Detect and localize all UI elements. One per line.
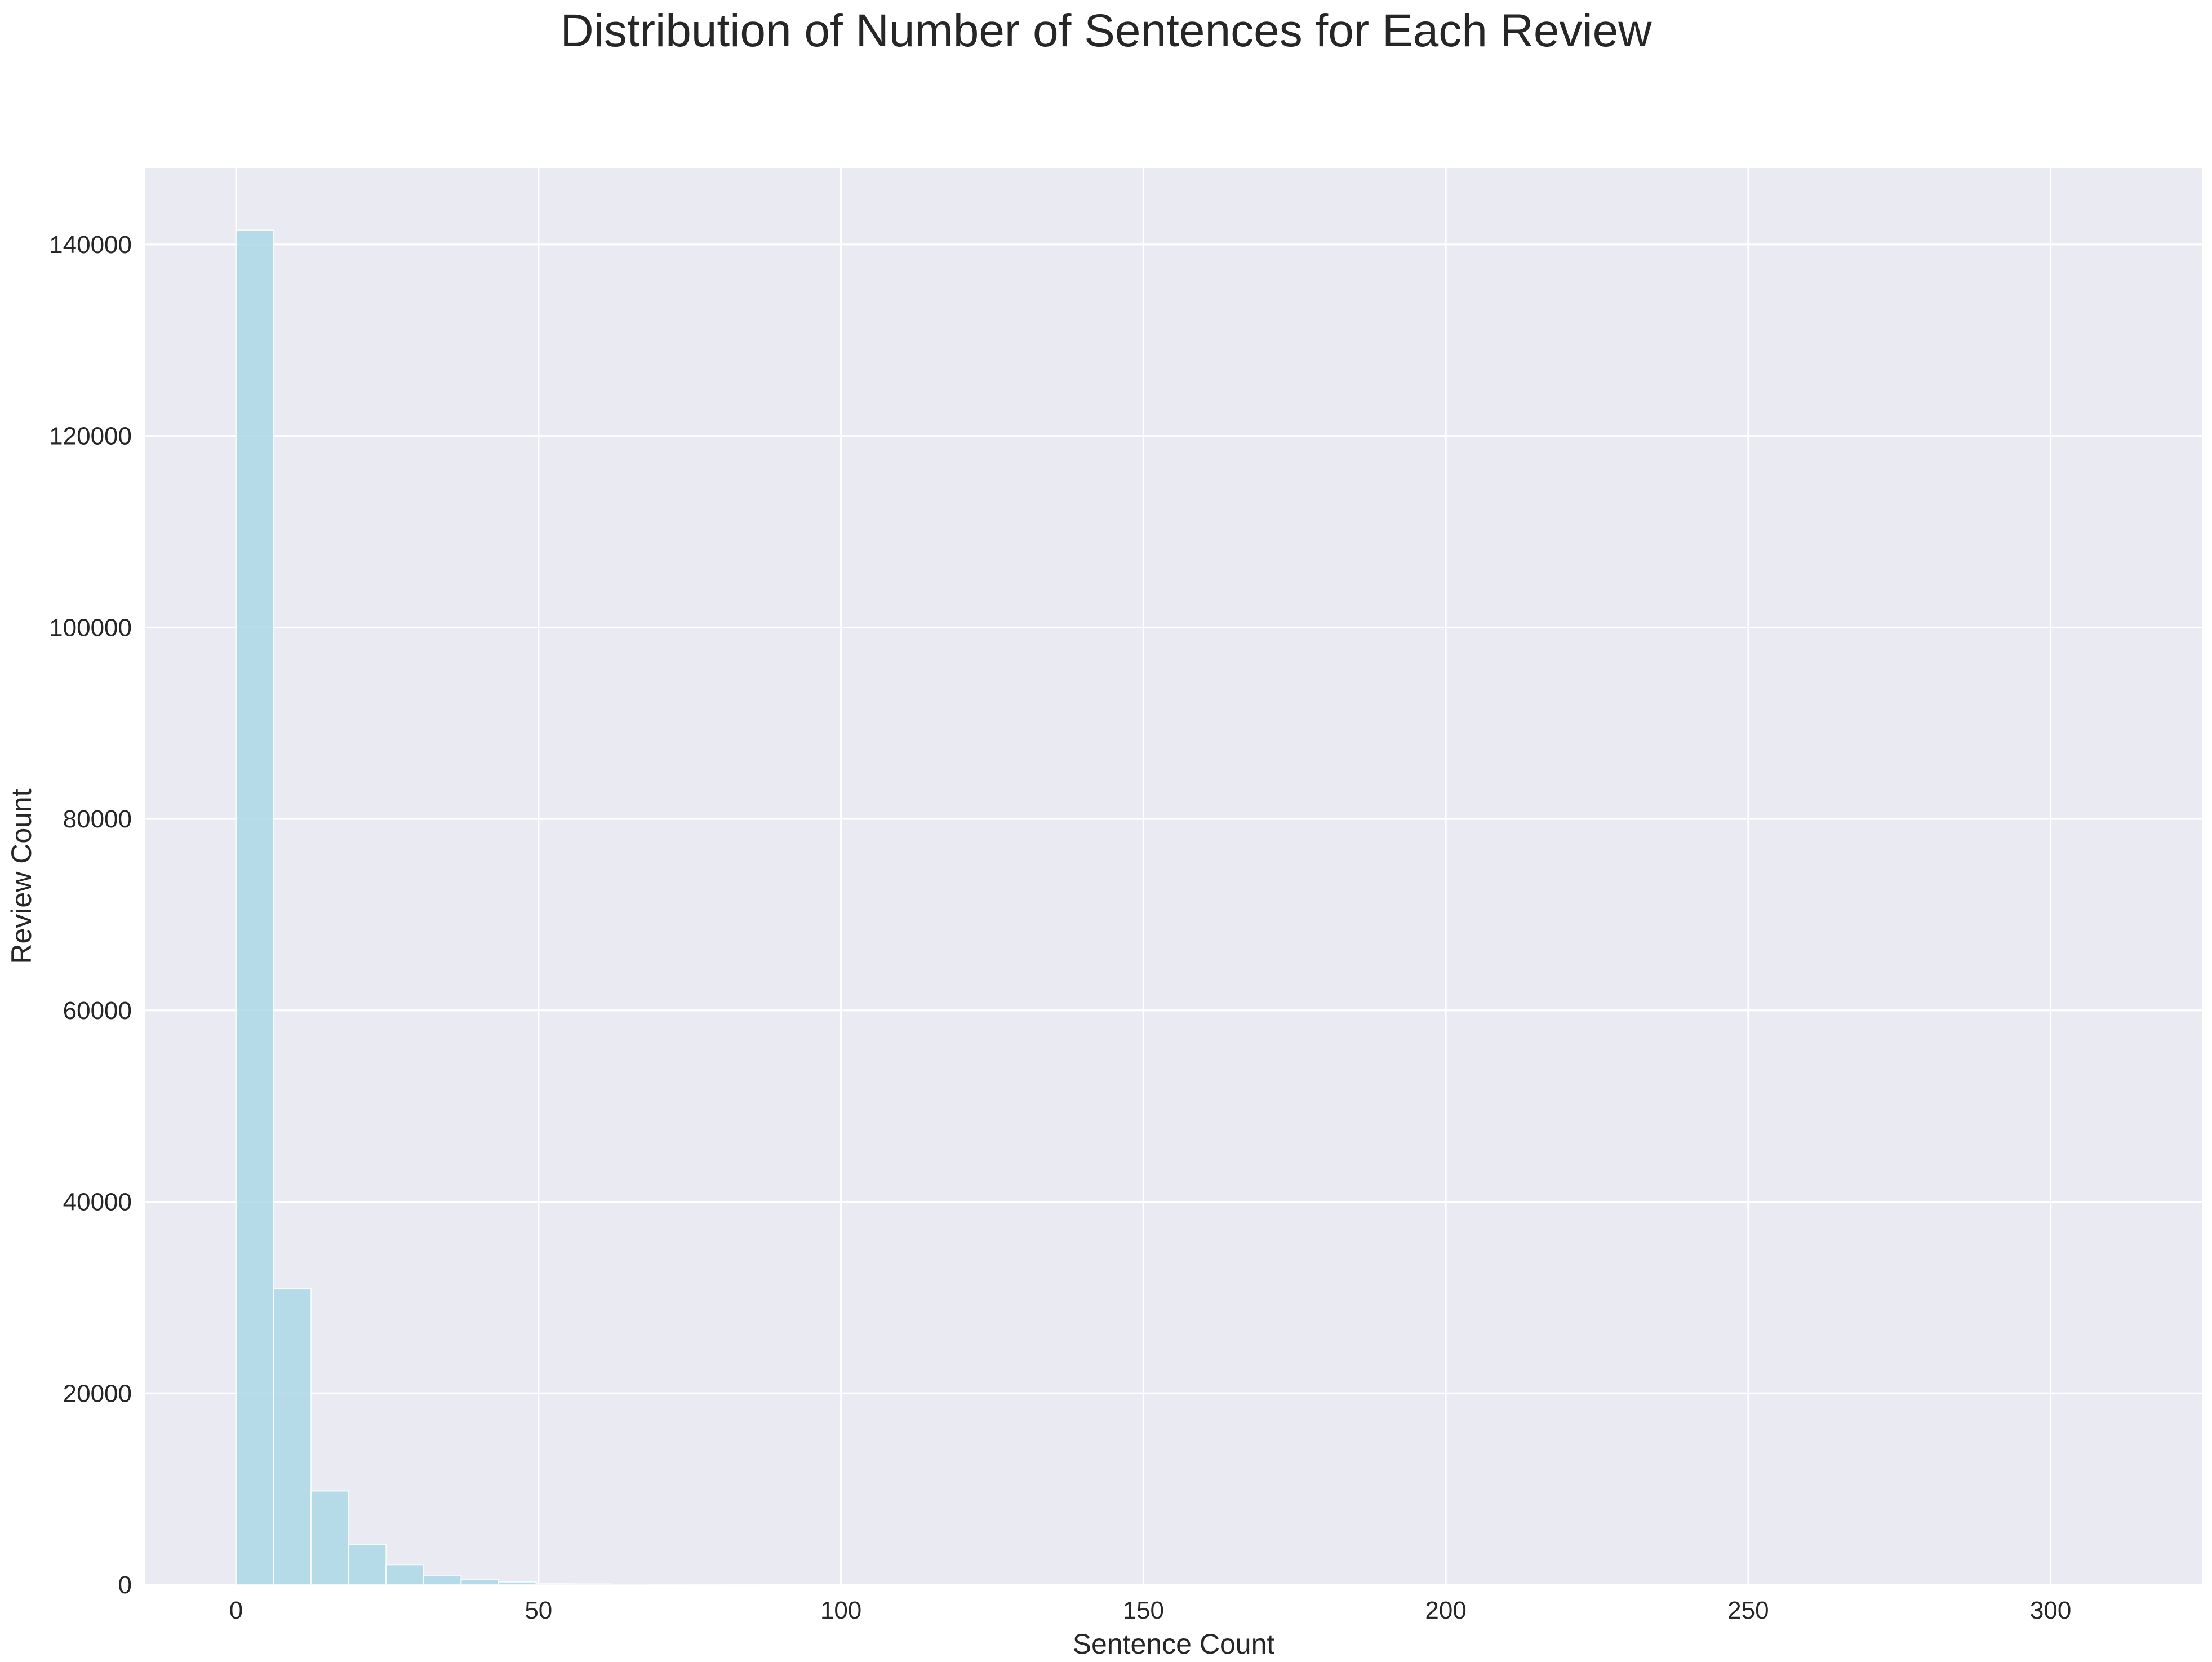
x-tick-label: 200: [1425, 1597, 1466, 1624]
histogram-bar: [573, 1583, 612, 1585]
histogram-bar: [423, 1575, 462, 1585]
x-tick-label: 300: [2030, 1597, 2071, 1624]
x-tick-label: 0: [229, 1597, 243, 1624]
y-tick-label: 120000: [49, 423, 132, 450]
histogram-bar: [236, 229, 274, 1586]
histogram-bar: [460, 1579, 499, 1586]
y-tick-label: 140000: [49, 231, 132, 259]
x-tick-label: 50: [525, 1597, 552, 1624]
histogram-bar: [648, 1584, 687, 1586]
y-tick-label: 80000: [63, 805, 132, 833]
histogram-bar: [385, 1564, 424, 1585]
histogram-bar: [610, 1584, 650, 1585]
x-axis-label: Sentence Count: [1073, 1628, 1275, 1660]
histogram-bar: [310, 1490, 349, 1586]
y-tick-label: 20000: [63, 1380, 132, 1407]
y-tick-label: 40000: [63, 1189, 132, 1216]
chart-title: Distribution of Number of Sentences for …: [560, 5, 1652, 56]
histogram-bars: [236, 229, 762, 1586]
x-tick-label: 150: [1123, 1597, 1164, 1624]
y-tick-label: 100000: [49, 614, 132, 641]
histogram-bar: [535, 1583, 575, 1586]
histogram-bar: [273, 1288, 312, 1586]
y-tick-label: 60000: [63, 997, 132, 1025]
x-tick-label: 100: [820, 1597, 861, 1624]
x-tick-label: 250: [1727, 1597, 1769, 1624]
y-axis-ticks: 0 20000 40000 60000 80000 100000 120000 140000: [49, 231, 132, 1599]
x-axis-ticks: 0 50 100 150 200 250 300: [229, 1597, 2072, 1624]
histogram-bar: [348, 1544, 387, 1585]
histogram-bar: [498, 1581, 537, 1585]
y-tick-label: 0: [118, 1571, 132, 1599]
y-axis-label: Review Count: [6, 788, 37, 964]
plot-area: [145, 168, 2202, 1585]
